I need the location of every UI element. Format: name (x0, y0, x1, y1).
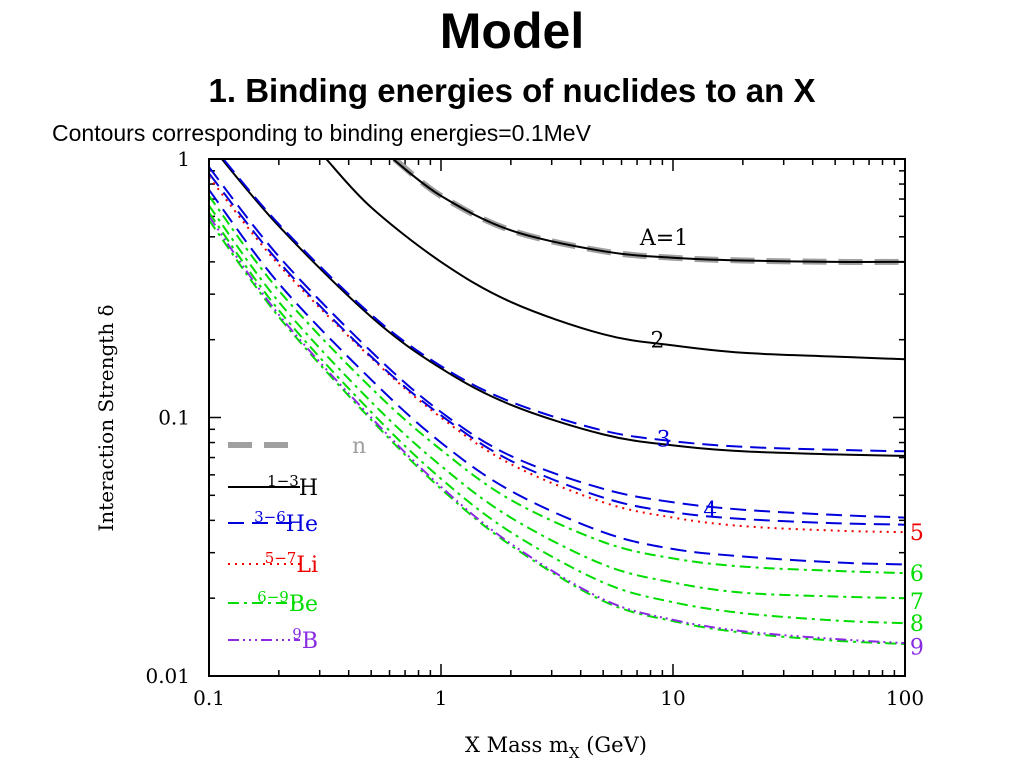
legend-label: n (352, 434, 366, 459)
curve-labels: A=1 2 3 4 5 6 789 (639, 226, 924, 661)
chart-caption: Contours corresponding to binding energi… (52, 120, 591, 146)
series-line (209, 219, 905, 645)
y-tick-label: 0.1 (158, 406, 190, 430)
legend-label: 9B (292, 625, 318, 654)
x-tick-label: 100 (886, 686, 924, 710)
curve-label: 3 (657, 427, 671, 452)
legend-label: 6−9Be (257, 588, 318, 617)
curve-label: 8 (910, 612, 924, 637)
y-tick-label: 0.01 (145, 664, 190, 688)
page-title: Model (439, 3, 585, 59)
page-subtitle: 1. Binding energies of nuclides to an X (208, 72, 816, 109)
legend: n 1−3H 3−6He 5−7Li 6−9Be 9B (228, 434, 366, 654)
curve-label: 9 (910, 636, 924, 661)
y-axis-label: Interaction Strength δ (94, 304, 118, 531)
curve-label: 7 (910, 590, 924, 615)
y-tick-label: 1 (177, 147, 190, 171)
series-line (209, 176, 905, 534)
legend-label: 1−3H (267, 472, 318, 501)
series-line (392, 159, 905, 263)
curve-label: 6 (910, 562, 924, 587)
x-tick-label: 1 (435, 686, 448, 710)
series-line (209, 215, 905, 645)
legend-label: 5−7Li (265, 549, 318, 578)
curve-label: 5 (910, 521, 924, 546)
series-line (209, 189, 905, 566)
series-line (209, 172, 905, 526)
x-axis-label: X Mass mX (GeV) (465, 733, 647, 762)
x-tick-label: 10 (660, 686, 685, 710)
curve-label: A=1 (639, 226, 688, 251)
series-line (325, 159, 905, 361)
series-line (209, 166, 905, 519)
curve-label: 2 (651, 329, 665, 354)
series-line (222, 159, 905, 453)
series-line (209, 212, 905, 625)
curves (209, 159, 905, 645)
x-tick-label: 0.1 (193, 686, 225, 710)
series-line (209, 205, 905, 600)
series-line (220, 159, 905, 457)
curve-label: 4 (703, 499, 717, 524)
plot-frame (208, 158, 906, 677)
legend-label: 3−6He (254, 508, 318, 537)
